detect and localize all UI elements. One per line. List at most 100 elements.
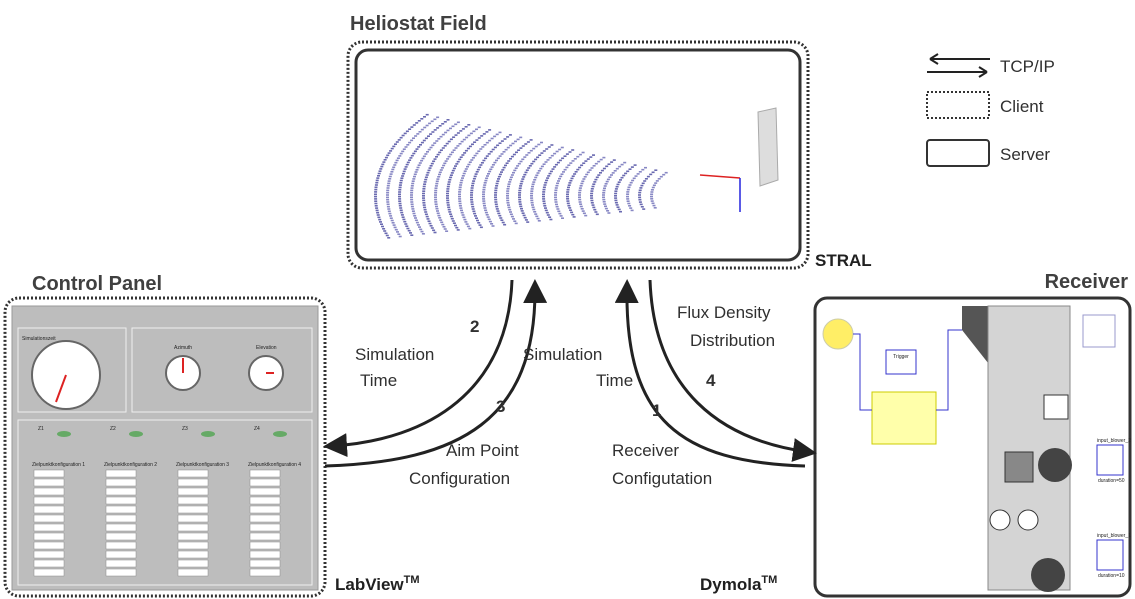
- shape: [422, 193, 425, 195]
- shape: [412, 153, 415, 155]
- shape: [617, 206, 620, 208]
- shape: [545, 210, 548, 212]
- shape: [560, 215, 563, 217]
- shape: [410, 201, 413, 203]
- shape: [518, 192, 521, 194]
- shape: [448, 156, 451, 158]
- diagram: Heliostat Field STRAL TCP/IP Client Serv…: [0, 0, 1135, 599]
- label: 4: [706, 371, 716, 390]
- shape: [494, 147, 497, 149]
- shape: [447, 204, 450, 206]
- shape: [378, 173, 381, 175]
- shape: [34, 533, 64, 540]
- shape: [403, 171, 406, 173]
- shape: [129, 431, 143, 437]
- shape: [544, 207, 547, 209]
- shape: [400, 180, 403, 182]
- shape: [639, 201, 642, 203]
- shape: [616, 186, 619, 188]
- shape: [420, 118, 423, 120]
- shape: [618, 181, 621, 183]
- shape: [392, 222, 395, 224]
- shape: [1018, 510, 1038, 530]
- shape: [557, 211, 560, 213]
- shape: [483, 133, 486, 135]
- shape: [452, 136, 455, 138]
- shape: [454, 225, 457, 227]
- shape: [419, 144, 422, 146]
- shape: [592, 186, 595, 188]
- shape: [463, 139, 466, 141]
- shape: [396, 160, 399, 162]
- shape: [437, 213, 440, 215]
- shape: [503, 224, 506, 226]
- shape: [538, 154, 541, 156]
- shape: [508, 207, 511, 209]
- shape: [511, 174, 514, 176]
- shape: [535, 216, 538, 218]
- shape: [530, 200, 533, 202]
- shape: [391, 220, 394, 222]
- shape: [178, 515, 208, 522]
- shape: [604, 206, 607, 208]
- shape: [434, 199, 437, 201]
- shape: [436, 127, 439, 129]
- shape: [499, 217, 502, 219]
- shape: [616, 168, 619, 170]
- shape: [446, 193, 449, 195]
- shape: [503, 167, 506, 169]
- shape: [465, 150, 468, 152]
- shape: [579, 187, 582, 189]
- label: Heliostat Field: [350, 13, 487, 35]
- label: Configutation: [612, 469, 712, 488]
- shape: [375, 205, 378, 207]
- shape: [34, 488, 64, 495]
- shape: [457, 161, 460, 163]
- shape: [546, 177, 549, 179]
- shape: [488, 140, 491, 142]
- shape: [399, 203, 402, 205]
- shape: [410, 190, 413, 192]
- shape: [34, 524, 64, 531]
- shape: [627, 189, 630, 191]
- shape: [415, 171, 418, 173]
- shape: [502, 222, 505, 224]
- shape: [650, 196, 653, 198]
- shape: [555, 185, 558, 187]
- shape: [443, 163, 446, 165]
- shape: [434, 232, 437, 234]
- shape: [409, 157, 412, 159]
- shape: [602, 197, 605, 199]
- shape: [486, 214, 489, 216]
- shape: [501, 169, 504, 171]
- shape: [404, 223, 407, 225]
- shape: [425, 138, 428, 140]
- shape: [434, 201, 437, 203]
- shape: [34, 497, 64, 504]
- shape: [608, 163, 611, 165]
- shape: [515, 152, 518, 154]
- shape: [402, 135, 405, 137]
- shape: [603, 168, 606, 170]
- shape: [506, 197, 509, 199]
- shape: [57, 431, 71, 437]
- shape: [435, 206, 438, 208]
- shape: [522, 145, 525, 147]
- label: duration=10: [1098, 573, 1125, 579]
- shape: [568, 184, 571, 186]
- shape: [606, 210, 609, 212]
- shape: [555, 187, 558, 189]
- shape: [449, 128, 452, 130]
- shape: [508, 181, 511, 183]
- shape: [447, 207, 450, 209]
- shape: [435, 185, 438, 187]
- shape: [451, 152, 454, 154]
- shape: [605, 208, 608, 210]
- shape: [542, 198, 545, 200]
- shape: [524, 217, 527, 219]
- shape: [427, 218, 430, 220]
- shape: [548, 216, 551, 218]
- shape: [178, 470, 208, 477]
- shape: [374, 200, 377, 202]
- shape: [423, 140, 426, 142]
